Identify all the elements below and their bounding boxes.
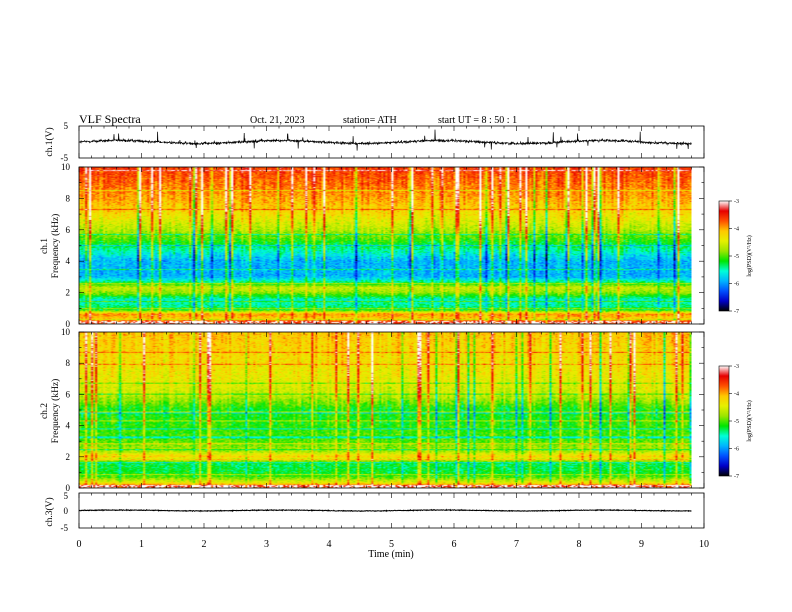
ch1-ytick-label: 6 bbox=[66, 225, 71, 235]
ch2-colorbar-tick-label: -7 bbox=[734, 474, 739, 480]
ch1-waveform-trace bbox=[78, 129, 692, 151]
ch3-ytick-middle: 0 bbox=[64, 506, 69, 516]
ch2-ytick-label: 0 bbox=[66, 483, 71, 493]
time-axis-label: Time (min) bbox=[368, 549, 413, 560]
date-label: Oct. 21, 2023 bbox=[250, 115, 304, 126]
ch3-ytick-top: 5 bbox=[64, 491, 69, 501]
station-label: station= ATH bbox=[343, 115, 397, 126]
time-axis-tick-label: 6 bbox=[452, 539, 457, 550]
ch1-spectrogram-panel: ch.1 Frequency (kHz) 10 8 6 4 2 0 bbox=[40, 162, 705, 329]
time-axis-tick-label: 1 bbox=[139, 539, 144, 550]
figure-title: VLF Spectra bbox=[79, 112, 141, 126]
ch1-waveform-ticks bbox=[78, 126, 705, 158]
ch1-colorbar-tick-label: -7 bbox=[734, 309, 739, 315]
time-axis-tick-label: 9 bbox=[639, 539, 644, 550]
ch2-ytick-label: 8 bbox=[66, 358, 71, 368]
ch1-ytick-bottom: -5 bbox=[61, 153, 69, 163]
ch1-ytick-label: 0 bbox=[66, 319, 71, 329]
ch1-spectrogram-image bbox=[79, 167, 692, 324]
time-axis-tick-label: 7 bbox=[514, 539, 519, 550]
ch2-spectrogram-ylabel: Frequency (kHz) bbox=[50, 379, 61, 444]
ch1-ytick-label: 8 bbox=[66, 193, 71, 203]
ch1-spectrogram-ticks bbox=[78, 166, 705, 325]
ch1-colorbar-tick-label: -5 bbox=[734, 254, 739, 260]
time-axis-tick-label: 5 bbox=[389, 539, 394, 550]
ch3-ytick-bottom: -5 bbox=[61, 523, 69, 533]
ch1-colorbar-tick-label: -3 bbox=[734, 199, 739, 205]
ch2-colorbar-label: log(PSD)(V²/Hz) bbox=[746, 400, 753, 441]
ch2-spectrogram-ytick-labels: 10 8 6 4 2 0 bbox=[61, 327, 71, 493]
ch2-ytick-label: 10 bbox=[61, 327, 71, 337]
ch1-colorbar-gradient bbox=[718, 200, 730, 312]
start-time-label: start UT = 8 : 50 : 1 bbox=[438, 115, 517, 126]
ch1-colorbar-ticks: -3 -4 -5 -6 -7 bbox=[729, 199, 739, 315]
ch2-colorbar-tick-label: -4 bbox=[734, 392, 739, 398]
ch1-spectrogram-ytick-labels: 10 8 6 4 2 0 bbox=[61, 162, 71, 329]
ch2-ytick-label: 2 bbox=[66, 452, 71, 462]
time-axis-tick-label: 3 bbox=[264, 539, 269, 550]
ch1-waveform-ylabel: ch.1(V) bbox=[44, 127, 55, 156]
ch3-waveform-panel: ch.3(V) 5 0 -5 0 1 2 3 4 5 6 7 8 9 10 Time (min) bbox=[44, 491, 709, 560]
ch1-spectrogram-frame bbox=[78, 166, 705, 325]
time-axis-tick-label: 4 bbox=[327, 539, 332, 550]
ch2-ytick-label: 6 bbox=[66, 389, 71, 399]
time-axis-tick-label: 0 bbox=[77, 539, 82, 550]
ch3-waveform-trace bbox=[78, 508, 692, 513]
ch1-ytick-label: 2 bbox=[66, 288, 71, 298]
ch2-colorbar-tick-label: -5 bbox=[734, 419, 739, 425]
ch1-colorbar-tick-label: -4 bbox=[734, 227, 739, 233]
time-axis-tick-label: 2 bbox=[202, 539, 207, 550]
ch1-ytick-top: 5 bbox=[64, 121, 69, 131]
ch2-spectrogram-ylabel-channel: ch.2 bbox=[40, 403, 50, 419]
ch3-waveform-ylabel: ch.3(V) bbox=[44, 497, 55, 526]
ch2-spectrogram-frame bbox=[78, 331, 705, 489]
time-axis-tick-label: 8 bbox=[577, 539, 582, 550]
ch1-colorbar-label: log(PSD)(V²/Hz) bbox=[746, 235, 753, 276]
ch2-ytick-label: 4 bbox=[66, 421, 71, 431]
ch3-waveform-frame bbox=[78, 492, 705, 529]
ch2-colorbar: -3 -4 -5 -6 -7 log(PSD)(V²/Hz) bbox=[718, 364, 753, 480]
ch2-spectrogram-image bbox=[79, 332, 692, 488]
ch1-waveform-frame bbox=[78, 125, 705, 159]
ch1-spectrogram-ylabel: Frequency (kHz) bbox=[50, 214, 61, 279]
ch1-colorbar: -3 -4 -5 -6 -7 log(PSD)(V²/Hz) bbox=[718, 199, 753, 315]
ch1-waveform-panel: ch.1(V) 5 -5 bbox=[44, 121, 705, 163]
ch1-spectrogram-ylabel-channel: ch.1 bbox=[40, 238, 50, 254]
time-axis-tick-labels: 0 1 2 3 4 5 6 7 8 9 10 bbox=[77, 539, 710, 550]
time-axis-tick-label: 10 bbox=[699, 539, 709, 550]
ch2-colorbar-gradient bbox=[718, 365, 730, 477]
ch2-colorbar-tick-label: -6 bbox=[734, 447, 739, 453]
ch1-colorbar-tick-label: -6 bbox=[734, 282, 739, 288]
ch2-colorbar-tick-label: -3 bbox=[734, 364, 739, 370]
ch2-spectrogram-panel: ch.2 Frequency (kHz) 10 8 6 4 2 0 bbox=[40, 327, 705, 493]
ch1-ytick-label: 4 bbox=[66, 256, 71, 266]
ch1-ytick-label: 10 bbox=[61, 162, 71, 172]
ch2-colorbar-ticks: -3 -4 -5 -6 -7 bbox=[729, 364, 739, 480]
